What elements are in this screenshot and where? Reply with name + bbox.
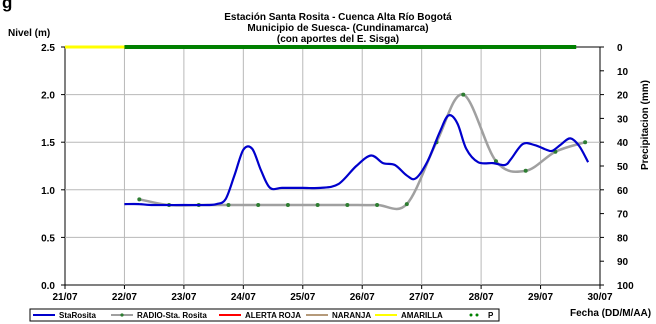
y-axis: 0.0 0.5 1.0 1.5 2.0 2.5 (41, 43, 65, 292)
y2-tick-label: 40 (617, 138, 629, 149)
x-axis: 21/07 22/07 23/07 24/07 25/07 26/07 27/07 28/07… (52, 285, 613, 303)
legend-marker-p (475, 313, 479, 317)
y2-tick-label: 60 (617, 186, 629, 197)
legend-label: NARANJA (332, 311, 371, 320)
radio-point (345, 203, 350, 208)
y-axis-label: Nivel (m) (8, 28, 50, 39)
chart-subtitle-2: (con aportes del E. Sisga) (277, 34, 399, 45)
y-tick-label: 1.5 (41, 138, 55, 149)
x-tick-label: 22/07 (112, 292, 137, 303)
y-tick-label: 2.5 (41, 43, 55, 54)
radio-point (285, 203, 290, 208)
legend-marker-p (469, 313, 473, 317)
legend-items: StaRosita RADIO-Sta. Rosita ALERTA ROJA NAR… (33, 311, 494, 320)
grid (65, 47, 600, 285)
radio-point (375, 203, 380, 208)
y2-tick-label: 10 (617, 67, 629, 78)
x-tick-label: 30/07 (587, 292, 612, 303)
radio-point (461, 92, 466, 97)
y2-tick-label: 70 (617, 210, 629, 221)
series-layer (65, 45, 590, 211)
x-tick-label: 28/07 (469, 292, 494, 303)
plot-area (64, 46, 601, 286)
x-tick-label: 24/07 (231, 292, 256, 303)
y2-tick-label: 0 (617, 43, 623, 54)
y2-axis-label: Precipitacion (mm) (640, 80, 651, 170)
y-tick-label: 2.0 (41, 91, 55, 102)
x-tick-label: 25/07 (290, 292, 315, 303)
x-tick-label: 26/07 (350, 292, 375, 303)
legend-swatch-marker (120, 313, 124, 317)
x-tick-label: 29/07 (528, 292, 553, 303)
legend-label: ALERTA ROJA (245, 311, 301, 320)
y2-axis: 0 10 20 30 40 50 60 70 80 90 100 (600, 43, 634, 292)
y2-tick-label: 30 (617, 114, 629, 125)
x-tick-label: 21/07 (52, 292, 77, 303)
legend-label: AMARILLA (401, 311, 443, 320)
radio-point (523, 168, 528, 173)
radio-point (404, 202, 409, 207)
legend-label: P (488, 311, 494, 320)
legend (29, 308, 500, 322)
y2-tick-label: 20 (617, 91, 629, 102)
legend-label: StaRosita (59, 311, 96, 320)
starosita-series-line (124, 114, 590, 207)
radio-point (256, 203, 261, 208)
radio-point (137, 197, 142, 202)
radio-point (583, 140, 588, 145)
y2-tick-label: 50 (617, 162, 629, 173)
y-tick-label: 0.0 (41, 281, 55, 292)
x-tick-label: 23/07 (171, 292, 196, 303)
y-tick-label: 1.0 (41, 186, 55, 197)
y2-tick-label: 80 (617, 233, 629, 244)
radio-point (493, 159, 498, 164)
legend-label: RADIO-Sta. Rosita (137, 311, 207, 320)
x-axis-label: Fecha (DD/M/AA) (570, 308, 651, 319)
radio-point (226, 203, 231, 208)
y2-tick-label: 100 (617, 281, 634, 292)
x-tick-label: 27/07 (409, 292, 434, 303)
chart-subtitle-1: Municipio de Suesca- (Cundinamarca) (247, 23, 428, 34)
y2-tick-label: 90 (617, 257, 629, 268)
chart-title: Estación Santa Rosita - Cuenca Alta Río … (224, 12, 452, 23)
y-tick-label: 0.5 (41, 233, 55, 244)
partial-header: g (2, 0, 12, 12)
radio-point (315, 203, 320, 208)
